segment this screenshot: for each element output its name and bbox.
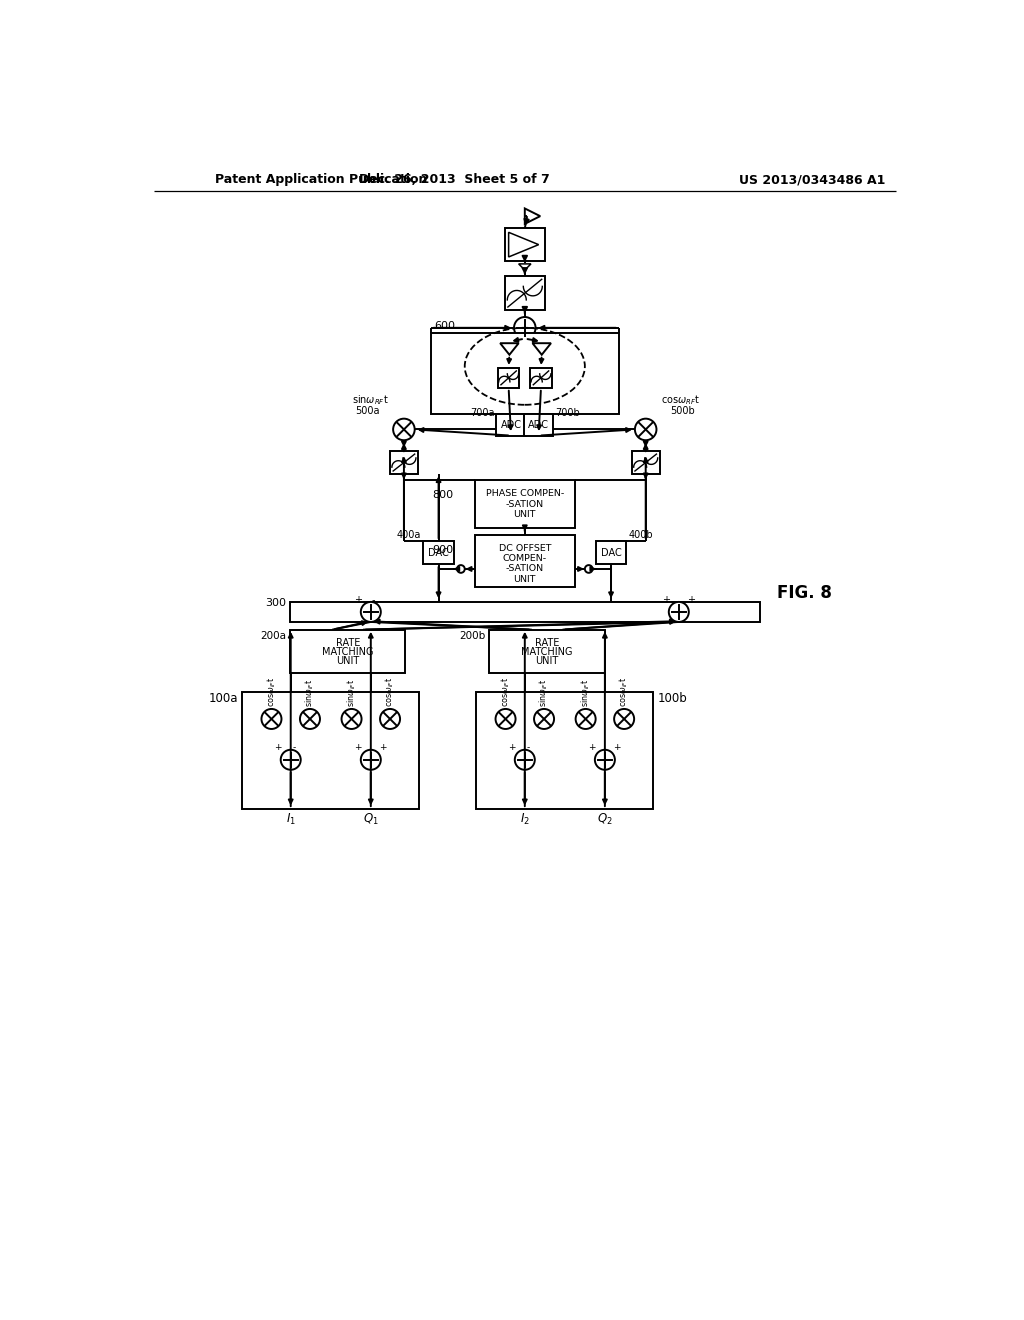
Circle shape xyxy=(669,602,689,622)
Bar xyxy=(505,276,545,310)
Text: COMPEN-: COMPEN- xyxy=(503,554,547,564)
Circle shape xyxy=(360,602,381,622)
Bar xyxy=(524,414,553,436)
Text: +: + xyxy=(588,743,596,752)
Bar xyxy=(290,630,406,673)
Text: 500b: 500b xyxy=(671,407,695,416)
Circle shape xyxy=(342,709,361,729)
Text: 300: 300 xyxy=(265,598,286,609)
Text: -SATION: -SATION xyxy=(506,565,544,573)
Text: 500a: 500a xyxy=(354,407,379,416)
Circle shape xyxy=(614,709,634,729)
Text: +: + xyxy=(613,743,621,752)
Text: +: + xyxy=(354,594,362,605)
Text: sin$\omega_{RF}$t: sin$\omega_{RF}$t xyxy=(352,393,388,407)
Text: -: - xyxy=(372,594,375,605)
Text: +: + xyxy=(687,594,695,605)
Text: cos$\omega_{IF}$t: cos$\omega_{IF}$t xyxy=(265,676,278,706)
Text: 100b: 100b xyxy=(657,692,687,705)
Text: US 2013/0343486 A1: US 2013/0343486 A1 xyxy=(739,173,885,186)
Text: $I_2$: $I_2$ xyxy=(520,812,529,828)
Circle shape xyxy=(496,709,515,729)
Circle shape xyxy=(393,418,415,441)
Text: DAC: DAC xyxy=(601,548,622,557)
Text: +: + xyxy=(508,743,515,752)
Text: UNIT: UNIT xyxy=(514,576,536,583)
Text: 700a: 700a xyxy=(470,408,495,417)
Text: -: - xyxy=(293,743,296,752)
Bar xyxy=(475,535,574,587)
Text: Patent Application Publication: Patent Application Publication xyxy=(215,173,428,186)
Text: RATE: RATE xyxy=(535,639,559,648)
Bar xyxy=(596,541,627,564)
Text: MATCHING: MATCHING xyxy=(521,647,572,657)
Circle shape xyxy=(635,418,656,441)
Bar xyxy=(505,228,545,261)
Text: cos$\omega_{IF}$t: cos$\omega_{IF}$t xyxy=(384,676,396,706)
Bar xyxy=(476,692,653,809)
Bar xyxy=(632,451,659,474)
Text: 700b: 700b xyxy=(555,408,580,417)
Bar xyxy=(243,692,419,809)
Text: 100a: 100a xyxy=(209,692,239,705)
Circle shape xyxy=(585,565,593,573)
Text: 600: 600 xyxy=(434,321,456,331)
Circle shape xyxy=(300,709,319,729)
Circle shape xyxy=(535,709,554,729)
Text: FIG. 8: FIG. 8 xyxy=(777,585,831,602)
Text: $Q_2$: $Q_2$ xyxy=(597,812,612,828)
Bar xyxy=(290,602,760,622)
Text: sin$\omega_{IF}$t: sin$\omega_{IF}$t xyxy=(580,678,592,706)
Text: DC OFFSET: DC OFFSET xyxy=(499,544,551,553)
Bar xyxy=(497,414,525,436)
Bar xyxy=(475,480,574,528)
Text: 400a: 400a xyxy=(396,529,421,540)
Circle shape xyxy=(360,750,381,770)
Text: UNIT: UNIT xyxy=(536,656,559,665)
Circle shape xyxy=(261,709,282,729)
Text: cos$\omega_{IF}$t: cos$\omega_{IF}$t xyxy=(500,676,512,706)
Text: Dec. 26, 2013  Sheet 5 of 7: Dec. 26, 2013 Sheet 5 of 7 xyxy=(358,173,549,186)
Bar xyxy=(431,333,618,414)
Bar xyxy=(423,541,454,564)
Text: sin$\omega_{IF}$t: sin$\omega_{IF}$t xyxy=(304,678,316,706)
Text: +: + xyxy=(663,594,671,605)
Text: RATE: RATE xyxy=(336,639,359,648)
Text: PHASE COMPEN-: PHASE COMPEN- xyxy=(485,490,564,498)
Circle shape xyxy=(380,709,400,729)
Text: cos$\omega_{RF}$t: cos$\omega_{RF}$t xyxy=(662,393,700,407)
Circle shape xyxy=(457,565,465,573)
Circle shape xyxy=(595,750,614,770)
Text: MATCHING: MATCHING xyxy=(322,647,374,657)
Text: UNIT: UNIT xyxy=(514,510,536,519)
Text: -SATION: -SATION xyxy=(506,500,544,508)
Text: $Q_1$: $Q_1$ xyxy=(362,812,379,828)
Text: 200b: 200b xyxy=(460,631,485,640)
Text: ADC: ADC xyxy=(501,420,521,430)
Text: +: + xyxy=(379,743,387,752)
Bar xyxy=(489,630,605,673)
Text: ADC: ADC xyxy=(528,420,549,430)
Bar xyxy=(390,451,418,474)
Text: +: + xyxy=(273,743,282,752)
Text: 800: 800 xyxy=(432,490,454,499)
Circle shape xyxy=(575,709,596,729)
Text: 900: 900 xyxy=(432,545,454,554)
Text: DAC: DAC xyxy=(428,548,449,557)
Text: -: - xyxy=(527,743,530,752)
Bar xyxy=(498,368,519,388)
Text: +: + xyxy=(354,743,361,752)
Text: UNIT: UNIT xyxy=(336,656,359,665)
Text: $I_1$: $I_1$ xyxy=(286,812,296,828)
Text: sin$\omega_{IF}$t: sin$\omega_{IF}$t xyxy=(345,678,357,706)
Text: sin$\omega_{IF}$t: sin$\omega_{IF}$t xyxy=(538,678,550,706)
Text: 400b: 400b xyxy=(629,529,653,540)
Bar xyxy=(530,368,552,388)
Circle shape xyxy=(514,317,536,339)
Circle shape xyxy=(281,750,301,770)
Circle shape xyxy=(515,750,535,770)
Text: cos$\omega_{IF}$t: cos$\omega_{IF}$t xyxy=(617,676,631,706)
Text: 200a: 200a xyxy=(260,631,286,640)
